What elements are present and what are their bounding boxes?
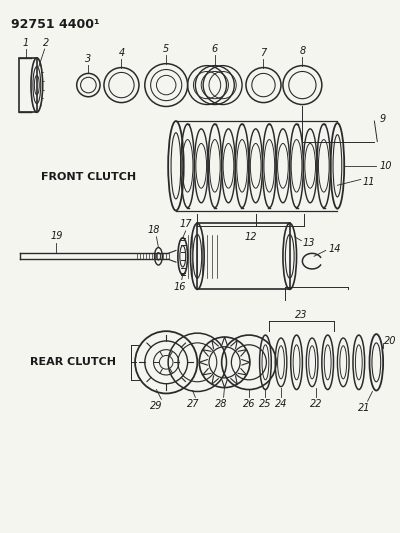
Text: 28: 28 — [215, 399, 228, 409]
Text: 8: 8 — [299, 46, 306, 56]
Text: 18: 18 — [147, 225, 160, 235]
Text: 10: 10 — [379, 161, 392, 171]
Text: 17: 17 — [180, 219, 192, 229]
Text: REAR CLUTCH: REAR CLUTCH — [30, 357, 116, 367]
Text: 22: 22 — [310, 399, 322, 409]
Text: 25: 25 — [259, 399, 272, 409]
Text: 2: 2 — [42, 38, 49, 48]
Bar — [19, 58, 37, 112]
Text: 4: 4 — [118, 48, 124, 58]
Text: 24: 24 — [275, 399, 287, 409]
Text: 23: 23 — [295, 311, 308, 320]
Text: 11: 11 — [363, 177, 375, 188]
Text: 16: 16 — [174, 281, 186, 292]
Text: 29: 29 — [150, 401, 163, 411]
Text: 5: 5 — [163, 44, 169, 54]
Text: 92751 4400¹: 92751 4400¹ — [10, 18, 99, 31]
Text: 26: 26 — [243, 399, 255, 409]
Text: FRONT CLUTCH: FRONT CLUTCH — [41, 173, 136, 182]
Text: 27: 27 — [187, 399, 200, 409]
Text: 12: 12 — [244, 232, 257, 242]
Text: 6: 6 — [212, 44, 218, 54]
Text: 1: 1 — [23, 38, 29, 48]
Text: 21: 21 — [358, 403, 371, 413]
Text: 14: 14 — [329, 244, 341, 254]
Text: 20: 20 — [384, 336, 397, 346]
Text: 7: 7 — [260, 48, 267, 58]
Text: 3: 3 — [85, 54, 92, 63]
Text: 13: 13 — [302, 238, 315, 248]
Bar — [197, 223, 290, 289]
Text: 9: 9 — [379, 114, 386, 124]
Text: 19: 19 — [50, 231, 62, 241]
